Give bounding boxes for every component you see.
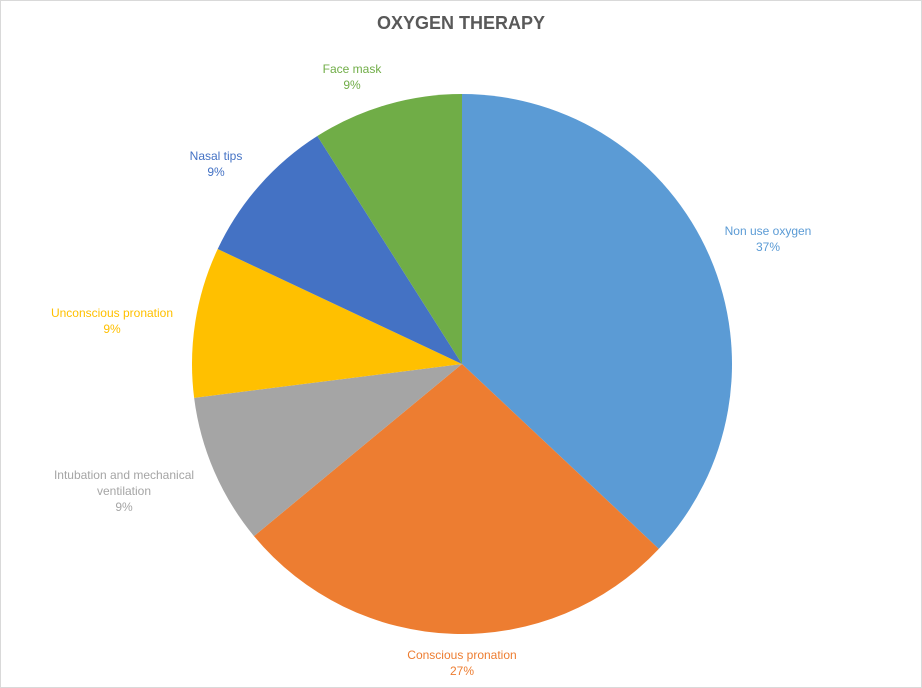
data-label: Face mask 9% (267, 61, 437, 93)
value-label: 27% (449, 664, 475, 678)
data-label: Nasal tips 9% (131, 148, 301, 180)
pie-slice (317, 94, 462, 364)
value-label: 9% (343, 78, 361, 92)
category-label: Nasal tips (189, 149, 243, 163)
value-label: 9% (207, 165, 225, 179)
chart-title: OXYGEN THERAPY (376, 13, 546, 33)
pie-slice (192, 249, 462, 398)
category-label: Conscious pronation (407, 648, 517, 662)
data-label: Unconscious pronation 9% (27, 305, 197, 337)
pie-slice (217, 136, 462, 364)
category-label: Non use oxygen (724, 224, 812, 238)
pie-slice (253, 364, 659, 634)
category-label: Unconscious pronation (50, 306, 174, 320)
pie-slice (194, 364, 462, 537)
pie-slice (462, 94, 732, 549)
data-label: Intubation and mechanical ventilation 9% (39, 467, 209, 515)
category-label: Face mask (322, 62, 382, 76)
value-label: 9% (115, 500, 133, 514)
value-label: 9% (103, 322, 121, 336)
data-label: Non use oxygen 37% (683, 223, 853, 255)
category-label: Intubation and mechanical ventilation (53, 468, 195, 498)
data-label: Conscious pronation 27% (377, 647, 547, 679)
value-label: 37% (755, 240, 781, 254)
